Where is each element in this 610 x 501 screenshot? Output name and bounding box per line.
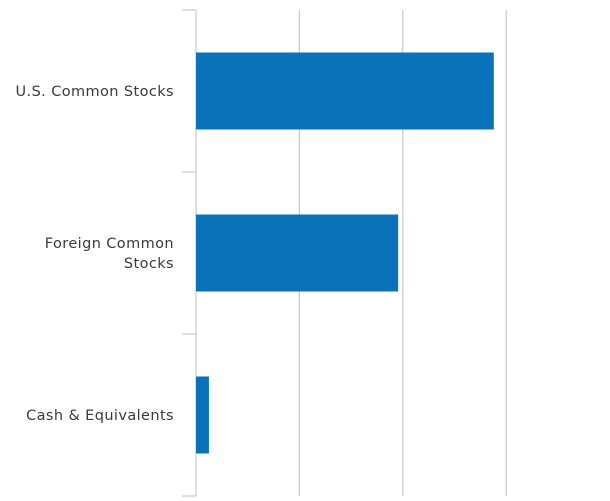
category-axis	[182, 9, 197, 497]
bar-cash-equivalents	[196, 376, 209, 454]
bars	[196, 52, 494, 454]
category-label: Foreign Common Stocks	[45, 236, 174, 272]
bar-foreign-common-stocks	[196, 214, 399, 292]
category-label: Cash & Equivalents	[26, 408, 174, 424]
category-label: U.S. Common Stocks	[16, 84, 174, 100]
bar-u-s-common-stocks	[196, 52, 494, 130]
category-labels: U.S. Common Stocks Foreign Common Stocks Ca…	[16, 84, 174, 424]
